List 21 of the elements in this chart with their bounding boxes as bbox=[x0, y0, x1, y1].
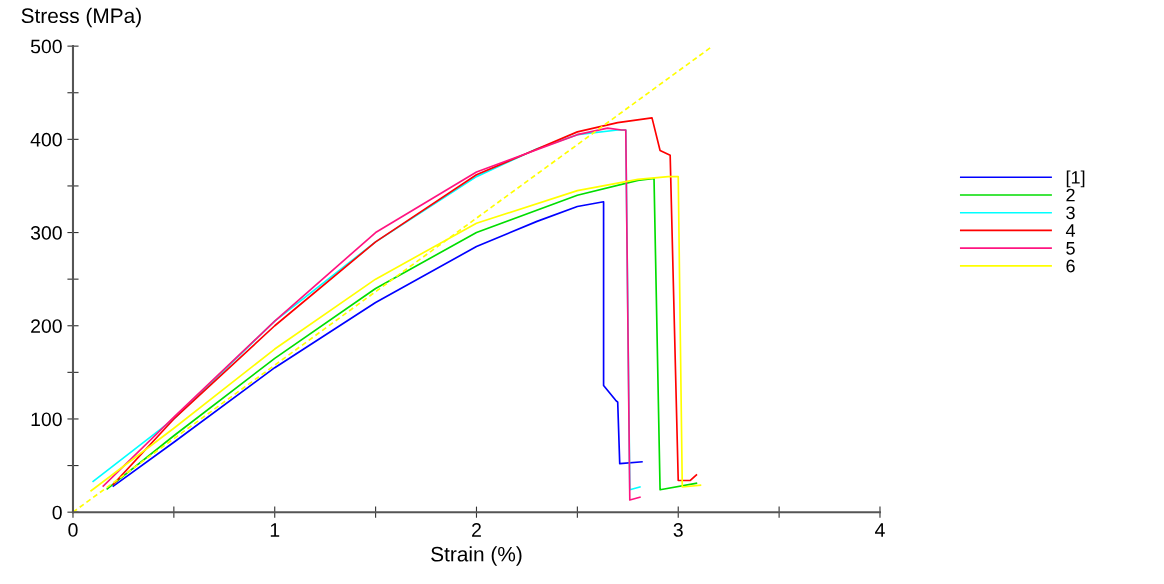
x-tick-label: 4 bbox=[875, 523, 885, 537]
line-series bbox=[112, 200, 643, 487]
legend-label: 6 bbox=[1066, 259, 1075, 273]
x-axis-title: Strain (%) bbox=[431, 546, 522, 566]
y-tick-label: 200 bbox=[31, 319, 62, 333]
legend-label: 3 bbox=[1066, 206, 1075, 220]
x-tick-label: 0 bbox=[68, 523, 78, 537]
legend-label: 5 bbox=[1066, 242, 1075, 255]
y-tick-label: 300 bbox=[30, 226, 62, 240]
y-tick-label: 400 bbox=[30, 132, 62, 147]
x-tick-label: 3 bbox=[673, 523, 683, 537]
legend-label: [1] bbox=[1066, 170, 1085, 188]
y-tick-label: 500 bbox=[30, 39, 62, 54]
line-series bbox=[112, 117, 698, 486]
legend-label: 2 bbox=[1066, 188, 1075, 202]
y-tick-label: 0 bbox=[52, 505, 62, 520]
x-tick-label: 2 bbox=[472, 523, 481, 537]
y-axis-title: Stress (MPa) bbox=[21, 7, 141, 28]
x-tick-label: 1 bbox=[270, 523, 280, 537]
legend-label: 4 bbox=[1065, 224, 1076, 237]
y-tick-label: 100 bbox=[31, 412, 62, 427]
